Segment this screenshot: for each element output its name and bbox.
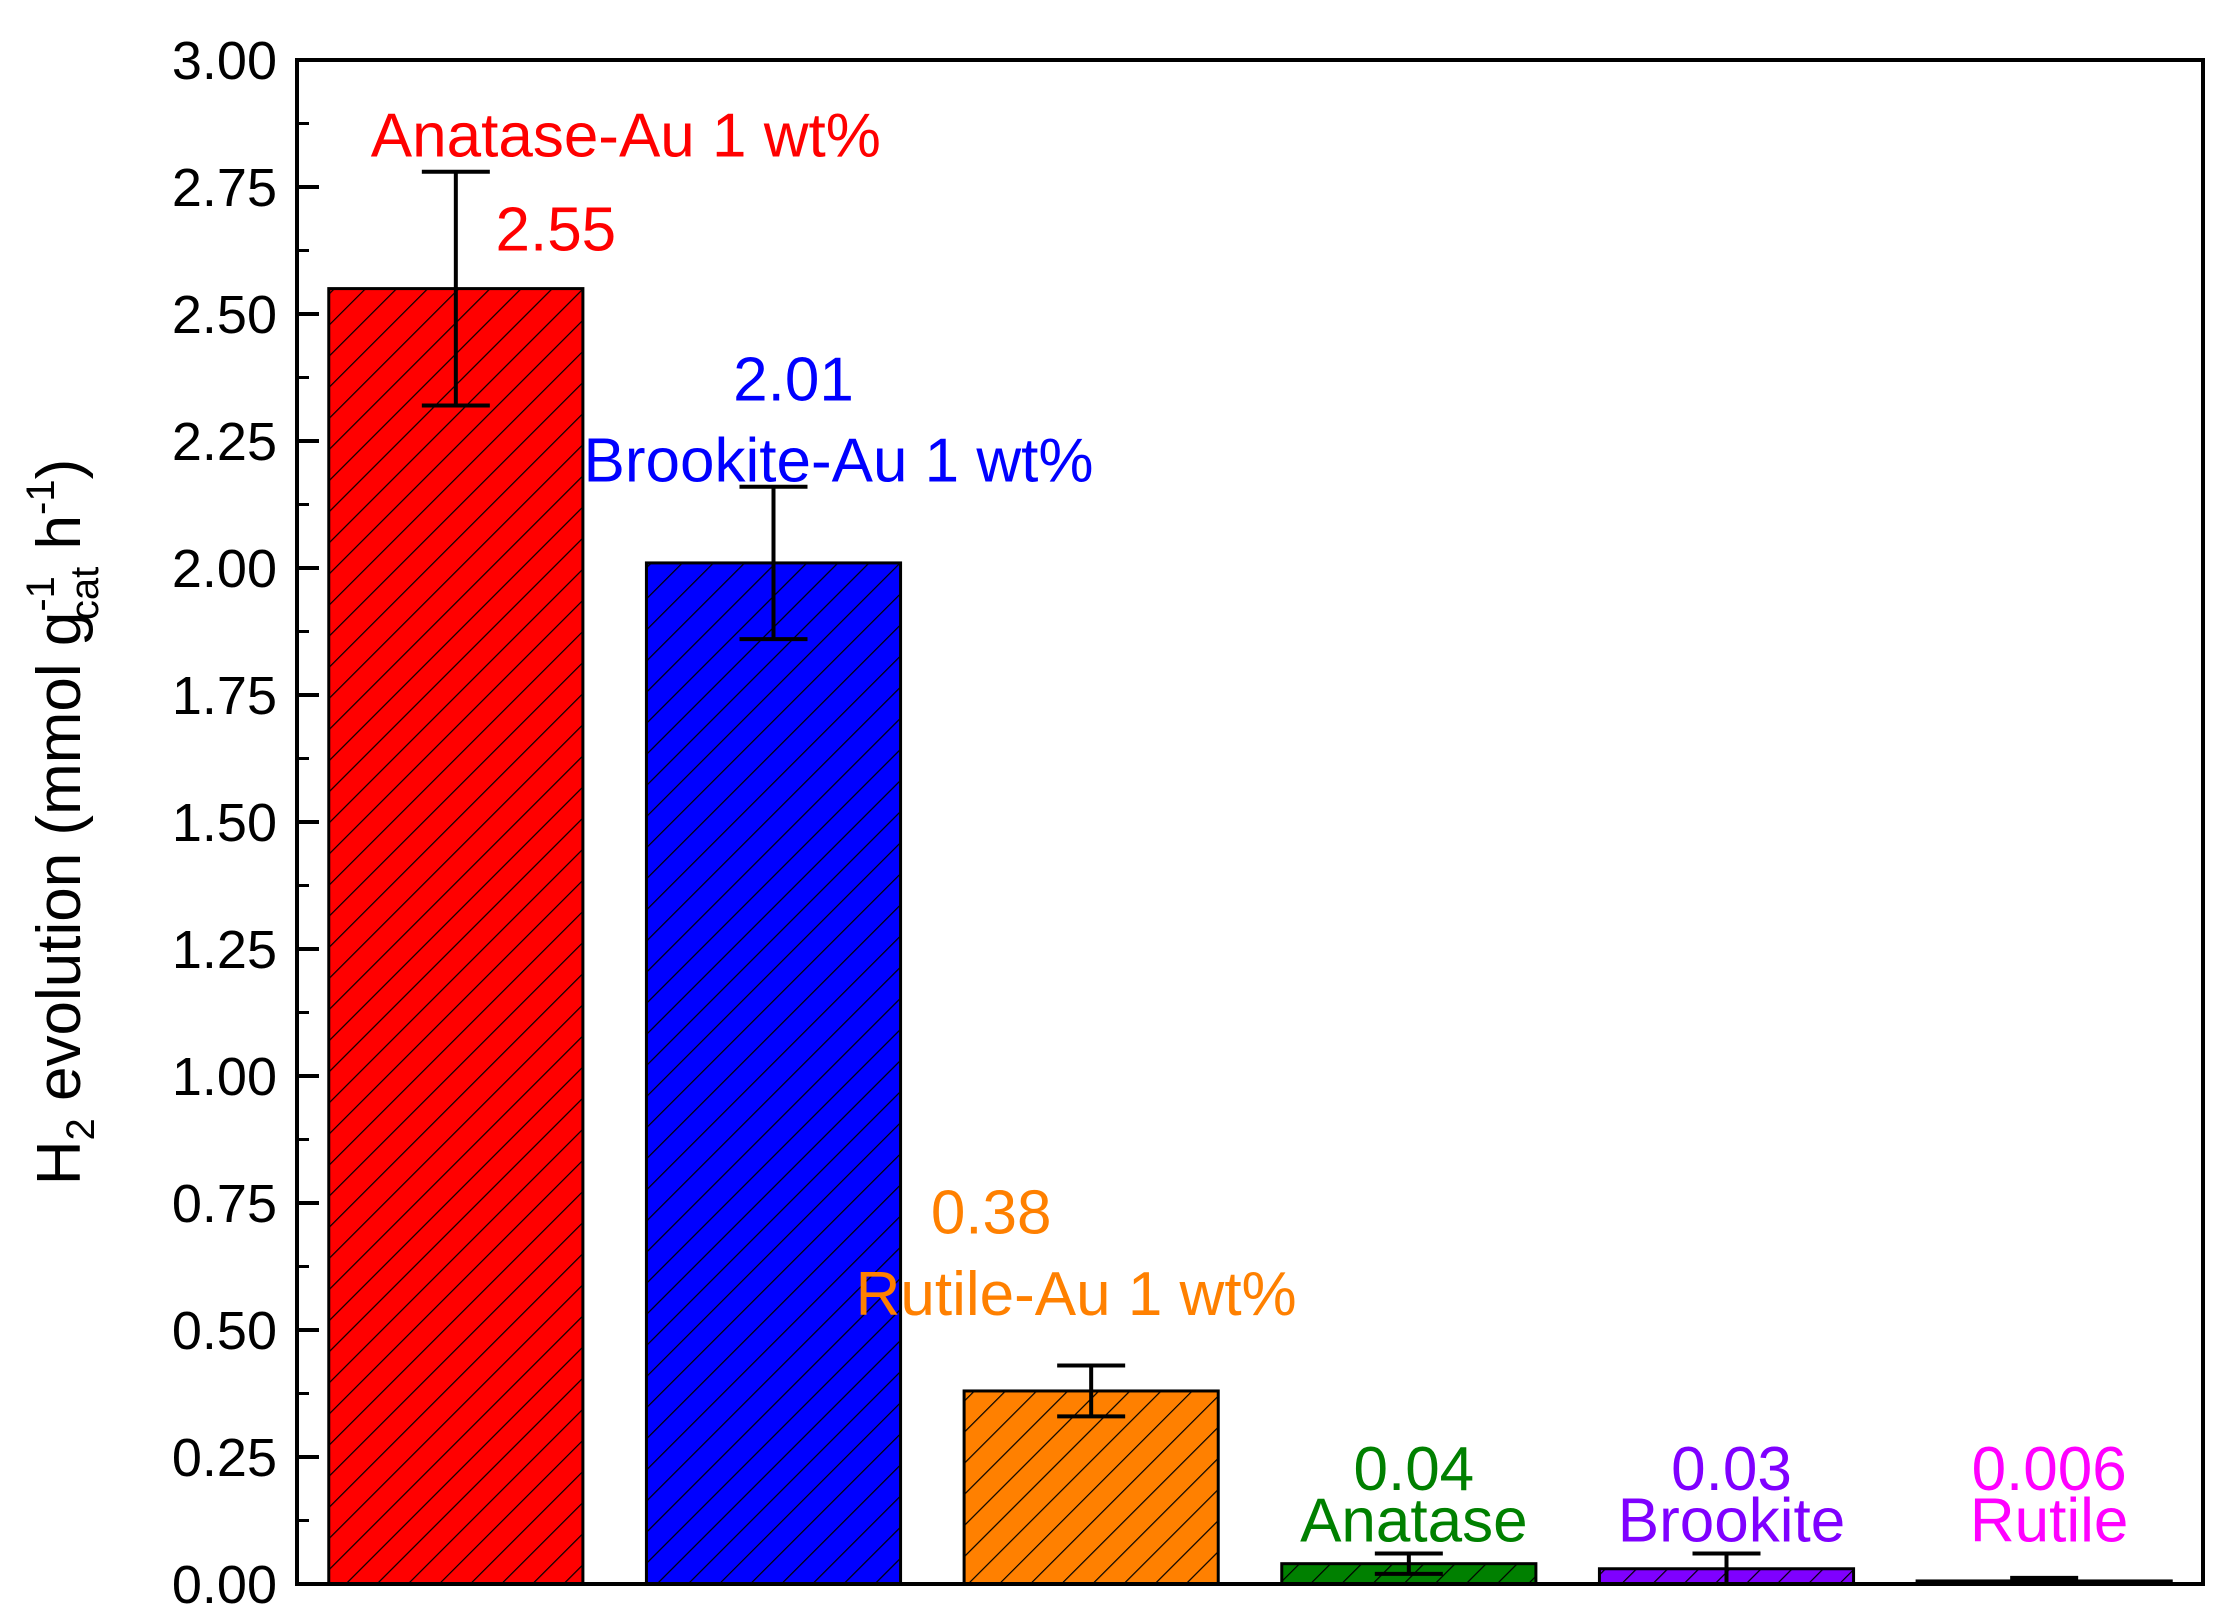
y-tick-label: 1.75 [172, 666, 277, 726]
y-title-sup-1: -1 [19, 576, 63, 612]
bar-category-label: Anatase-Au 1 wt% [371, 102, 881, 171]
bar-hatch [328, 288, 583, 1585]
y-tick-label: 0.00 [172, 1555, 277, 1615]
bar-value-label: 0.38 [931, 1178, 1052, 1247]
bar-value-label: 0.03 [1671, 1435, 1792, 1504]
y-tick-label: 1.25 [172, 920, 277, 980]
bar-value-label: 2.01 [733, 345, 854, 414]
y-title-sub-cat: cat [63, 567, 107, 620]
y-tick-label: 2.50 [172, 285, 277, 345]
bar-value-label: 2.55 [495, 196, 616, 265]
bar-category-label: Anatase [1300, 1487, 1528, 1556]
y-title-sub-2: 2 [59, 1118, 103, 1140]
bar-category-label: Brookite [1618, 1487, 1845, 1556]
bar-hatch [964, 1390, 1219, 1584]
bar-value-label: 0.04 [1353, 1435, 1474, 1504]
y-title-sup-2: -1 [19, 479, 63, 515]
y-axis-title: H2 evolution (mmol g-1cat h-1) [19, 459, 107, 1185]
y-tick-label: 2.75 [172, 158, 277, 218]
y-tick-label: 1.00 [172, 1047, 277, 1107]
bar-labels-layer: 2.55 Anatase-Au 1 wt% 2.01 Brookite-Au 1 wt… [371, 102, 2129, 1556]
y-tick-label: 3.00 [172, 31, 277, 91]
bar-hatch [646, 562, 901, 1584]
y-tick-label: 0.50 [172, 1301, 277, 1361]
y-title-tail: h [25, 515, 94, 567]
y-axis: 0.00 0.25 0.50 0.75 1.00 1.25 1.50 1.75 2.00 2.25… [172, 31, 319, 1615]
bar-value-label: 0.006 [1972, 1435, 2127, 1504]
y-title-base: H [25, 1140, 94, 1185]
y-title-mid: evolution (mmol g [25, 612, 94, 1119]
y-title-end: ) [25, 459, 94, 480]
bar-category-label: Brookite-Au 1 wt% [584, 427, 1094, 496]
y-tick-label: 0.25 [172, 1428, 277, 1488]
bar-category-label: Rutile-Au 1 wt% [856, 1260, 1297, 1329]
y-tick-label: 1.50 [172, 793, 277, 853]
y-tick-label: 2.25 [172, 412, 277, 472]
y-tick-label: 2.00 [172, 539, 277, 599]
bar-category-label: Rutile [1970, 1487, 2129, 1556]
bars-layer [327, 287, 2173, 1586]
y-tick-label: 0.75 [172, 1174, 277, 1234]
